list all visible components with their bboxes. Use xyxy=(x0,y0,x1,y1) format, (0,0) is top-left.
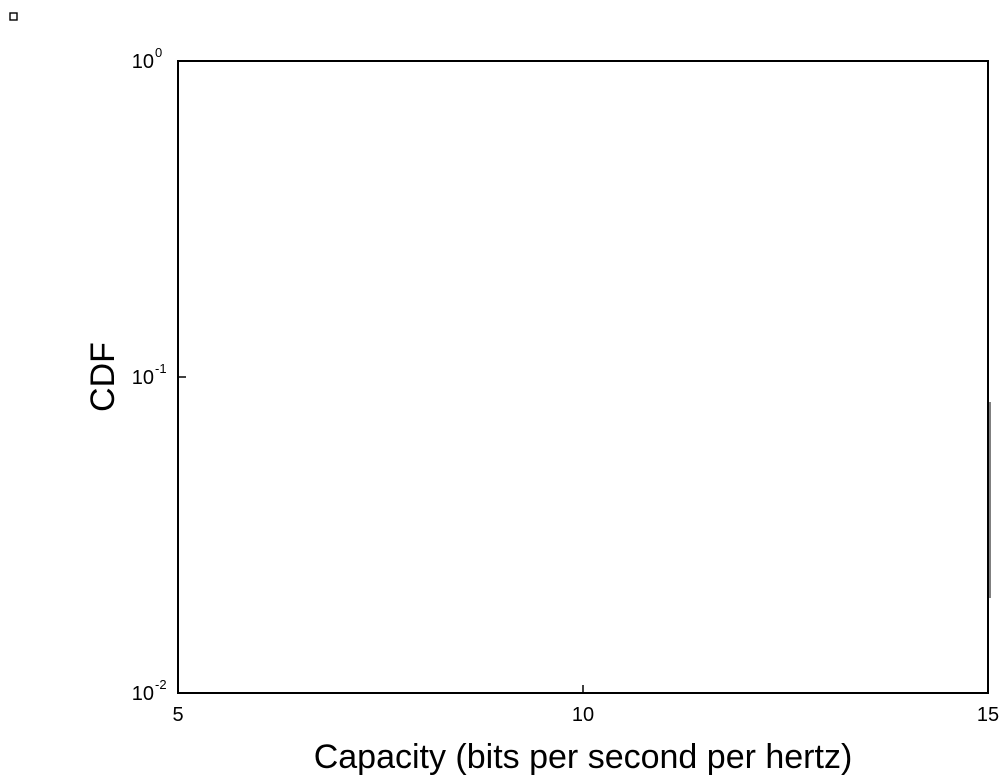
y-axis-title: CDF xyxy=(84,342,122,412)
y-tick-exponent: -2 xyxy=(155,677,167,692)
y-tick-exponent: -1 xyxy=(155,361,167,376)
x-tick-label: 10 xyxy=(572,704,594,726)
corner-square-icon xyxy=(9,12,18,21)
y-tick-label: 10 xyxy=(132,683,154,705)
y-tick-label: 10 xyxy=(132,51,154,73)
x-tick-label: 15 xyxy=(977,704,999,726)
x-axis-ticks: 5 10 15 xyxy=(172,685,999,726)
x-tick-label: 5 xyxy=(172,704,183,726)
plot-area xyxy=(177,60,989,694)
y-tick-exponent: 0 xyxy=(155,45,162,60)
x-axis-title: Capacity (bits per second per hertz) xyxy=(314,738,853,776)
y-tick-label: 10 xyxy=(132,367,154,389)
